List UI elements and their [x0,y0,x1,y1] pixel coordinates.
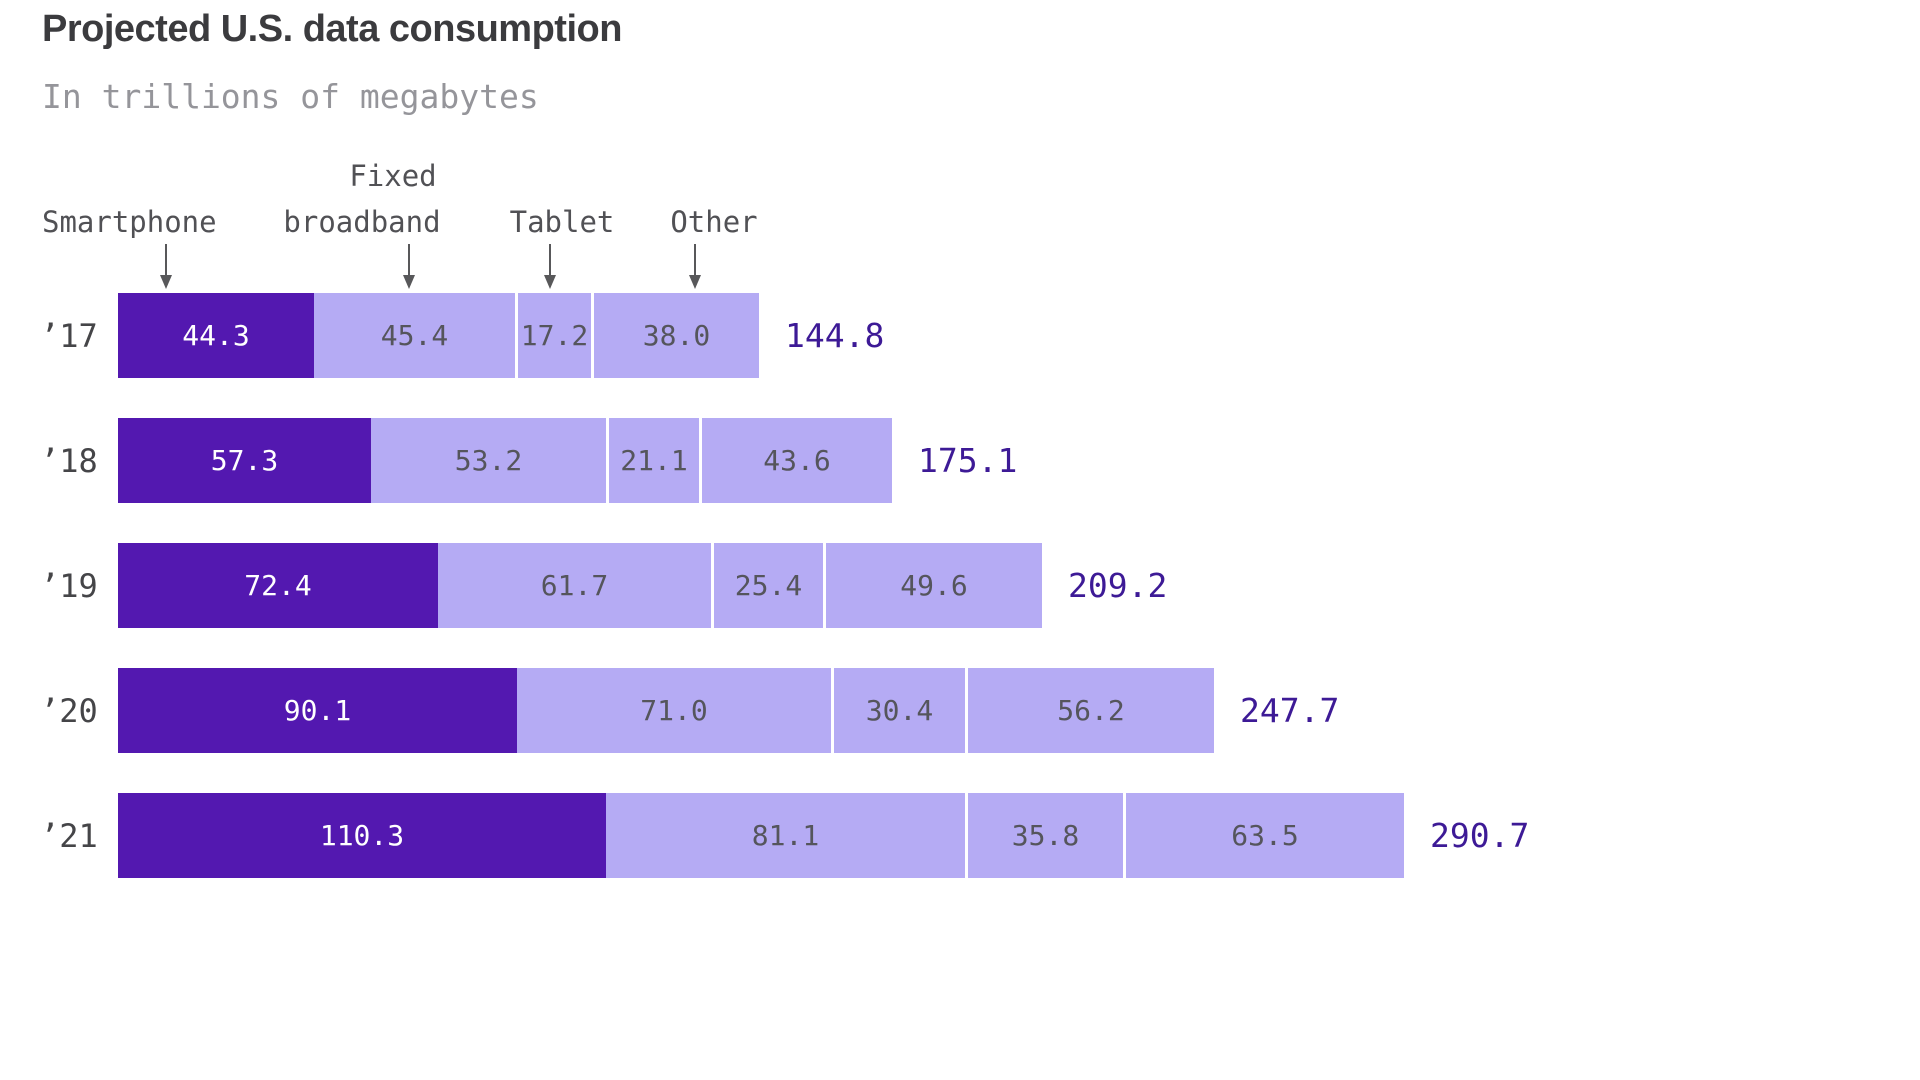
year-label: ’19 [40,566,98,605]
chart-row: ’21 110.3 81.1 35.8 63.5 290.7 [0,793,1920,878]
bar-segment-tablet: 30.4 [831,668,965,753]
bar-segment-fixed-broadband: 45.4 [314,293,515,378]
down-arrow-icon [544,244,556,289]
bar-segment-smartphone: 90.1 [118,668,517,753]
bar-segment-other: 49.6 [823,543,1042,628]
down-arrow-icon [403,244,415,289]
year-label: ’18 [40,441,98,480]
chart-row: ’20 90.1 71.0 30.4 56.2 247.7 [0,668,1920,753]
down-arrow-icon [689,244,701,289]
year-label: ’20 [40,691,98,730]
stacked-bar: 110.3 81.1 35.8 63.5 [118,793,1404,878]
bar-segment-other: 38.0 [591,293,759,378]
bar-segment-smartphone: 110.3 [118,793,606,878]
total-label: 209.2 [1068,566,1168,605]
page-title: Projected U.S. data consumption [42,8,622,50]
year-label: ’17 [40,316,98,355]
stacked-bar: 44.3 45.4 17.2 38.0 [118,293,759,378]
bar-segment-fixed-broadband: 71.0 [517,668,831,753]
bar-segment-fixed-broadband: 81.1 [606,793,965,878]
down-arrow-icon [160,244,172,289]
chart-subtitle: In trillions of megabytes [42,77,539,116]
total-label: 144.8 [785,316,885,355]
stacked-bar: 90.1 71.0 30.4 56.2 [118,668,1214,753]
legend-label-tablet: Tablet [509,205,615,239]
stacked-bar: 57.3 53.2 21.1 43.6 [118,418,892,503]
bar-segment-fixed-broadband: 61.7 [438,543,711,628]
bar-segment-other: 43.6 [699,418,892,503]
legend-label-fixed: Fixed [349,159,437,193]
bar-segment-smartphone: 72.4 [118,543,438,628]
bar-segment-other: 56.2 [965,668,1214,753]
chart-row: ’19 72.4 61.7 25.4 49.6 209.2 [0,543,1920,628]
year-label: ’21 [40,816,98,855]
stacked-bar: 72.4 61.7 25.4 49.6 [118,543,1042,628]
bar-segment-other: 63.5 [1123,793,1404,878]
chart-row: ’18 57.3 53.2 21.1 43.6 175.1 [0,418,1920,503]
total-label: 247.7 [1240,691,1340,730]
total-label: 290.7 [1430,816,1530,855]
legend-label-broadband: broadband [283,205,441,239]
bar-segment-smartphone: 57.3 [118,418,371,503]
legend-label-smartphone: Smartphone [42,205,217,239]
bar-segment-tablet: 21.1 [606,418,699,503]
chart-rows: ’17 44.3 45.4 17.2 38.0 144.8’18 57.3 53.2 21.1 4… [0,293,1920,918]
bar-segment-tablet: 17.2 [515,293,591,378]
bar-segment-fixed-broadband: 53.2 [371,418,606,503]
total-label: 175.1 [918,441,1018,480]
chart-row: ’17 44.3 45.4 17.2 38.0 144.8 [0,293,1920,378]
bar-segment-tablet: 35.8 [965,793,1123,878]
bar-segment-smartphone: 44.3 [118,293,314,378]
legend-label-other: Other [670,205,758,239]
bar-segment-tablet: 25.4 [711,543,823,628]
